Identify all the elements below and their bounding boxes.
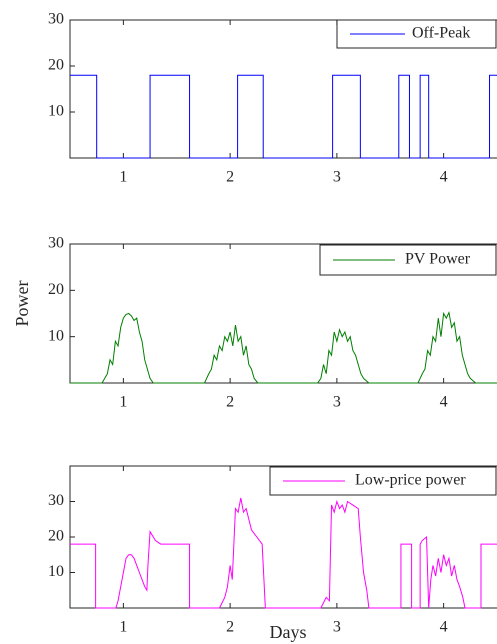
y-tick-label: 20 (48, 57, 64, 74)
y-tick-label: 10 (48, 327, 64, 344)
x-tick-label: 3 (333, 169, 341, 186)
x-tick-label: 4 (440, 619, 448, 636)
x-tick-label: 4 (440, 169, 448, 186)
subplot: 10 20 30 1 2 3 4 Low-price power Days (48, 465, 497, 642)
x-tick-label: 3 (333, 394, 341, 411)
y-tick-label: 20 (48, 528, 64, 545)
x-tick-label: 2 (226, 394, 234, 411)
x-tick-label: 1 (119, 394, 127, 411)
x-tick-label: 3 (333, 619, 341, 636)
x-tick-label: 1 (119, 619, 127, 636)
x-tick-label: 4 (440, 394, 448, 411)
x-tick-label: 1 (119, 169, 127, 186)
y-tick-label: 30 (48, 235, 64, 252)
y-tick-label: 30 (48, 492, 64, 509)
subplot: 10 20 30 1 2 3 4 PV Power Power (12, 235, 497, 411)
series-line (70, 310, 497, 384)
y-tick-label: 10 (48, 103, 64, 120)
legend-label: Low-price power (355, 472, 466, 489)
subplot: 10 20 30 1 2 3 4 Off-Peak (48, 11, 497, 186)
series-line (70, 497, 497, 609)
legend-label: Off-Peak (412, 25, 470, 42)
y-tick-label: 10 (48, 563, 64, 580)
y-tick-label: 30 (48, 11, 64, 28)
x-axis-label: Days (270, 622, 307, 642)
x-tick-label: 2 (226, 619, 234, 636)
y-tick-label: 20 (48, 281, 64, 298)
x-tick-label: 2 (226, 169, 234, 186)
y-axis-label: Power (12, 281, 32, 327)
series-line (70, 74, 497, 159)
legend-label: PV Power (405, 251, 471, 268)
